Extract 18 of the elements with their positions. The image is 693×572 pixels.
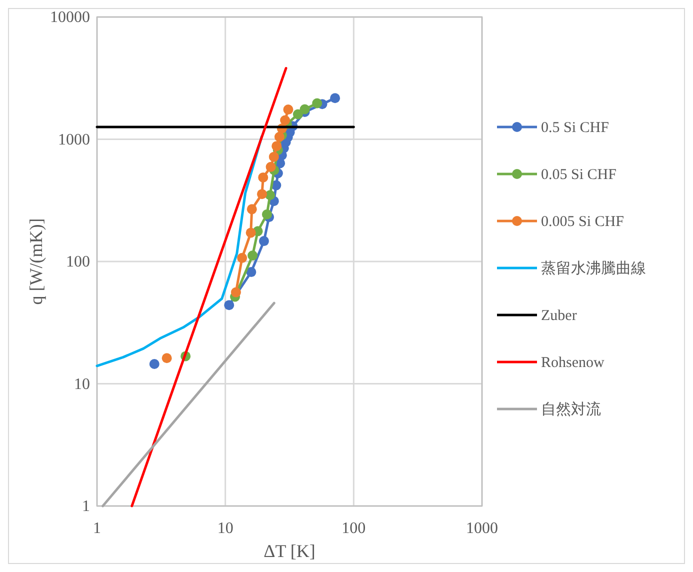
- x-tick-label: 100: [342, 520, 366, 537]
- legend-label: Rohsenow: [541, 355, 604, 371]
- y-axis-title: q [W/(mK)]: [26, 218, 46, 305]
- legend-label: 蒸留水沸騰曲線: [541, 260, 646, 277]
- x-tick-label: 1: [93, 520, 101, 537]
- legend-label: 0.05 Si CHF: [541, 167, 616, 183]
- y-tick-label: 100: [66, 254, 90, 270]
- x-tick-label: 10: [217, 520, 234, 537]
- y-tick-label: 1: [82, 498, 90, 515]
- y-tick-label: 10000: [50, 9, 90, 26]
- legend-label: 0.005 Si CHF: [541, 214, 624, 230]
- y-tick-label: 1000: [58, 131, 90, 148]
- x-tick-label: 1000: [466, 520, 498, 537]
- legend-label: 自然対流: [541, 401, 601, 418]
- legend-label: Zuber: [541, 308, 577, 324]
- x-axis-title: ΔT [K]: [264, 541, 316, 561]
- legend-label: 0.5 Si CHF: [541, 120, 609, 136]
- y-tick-label: 10: [74, 376, 90, 393]
